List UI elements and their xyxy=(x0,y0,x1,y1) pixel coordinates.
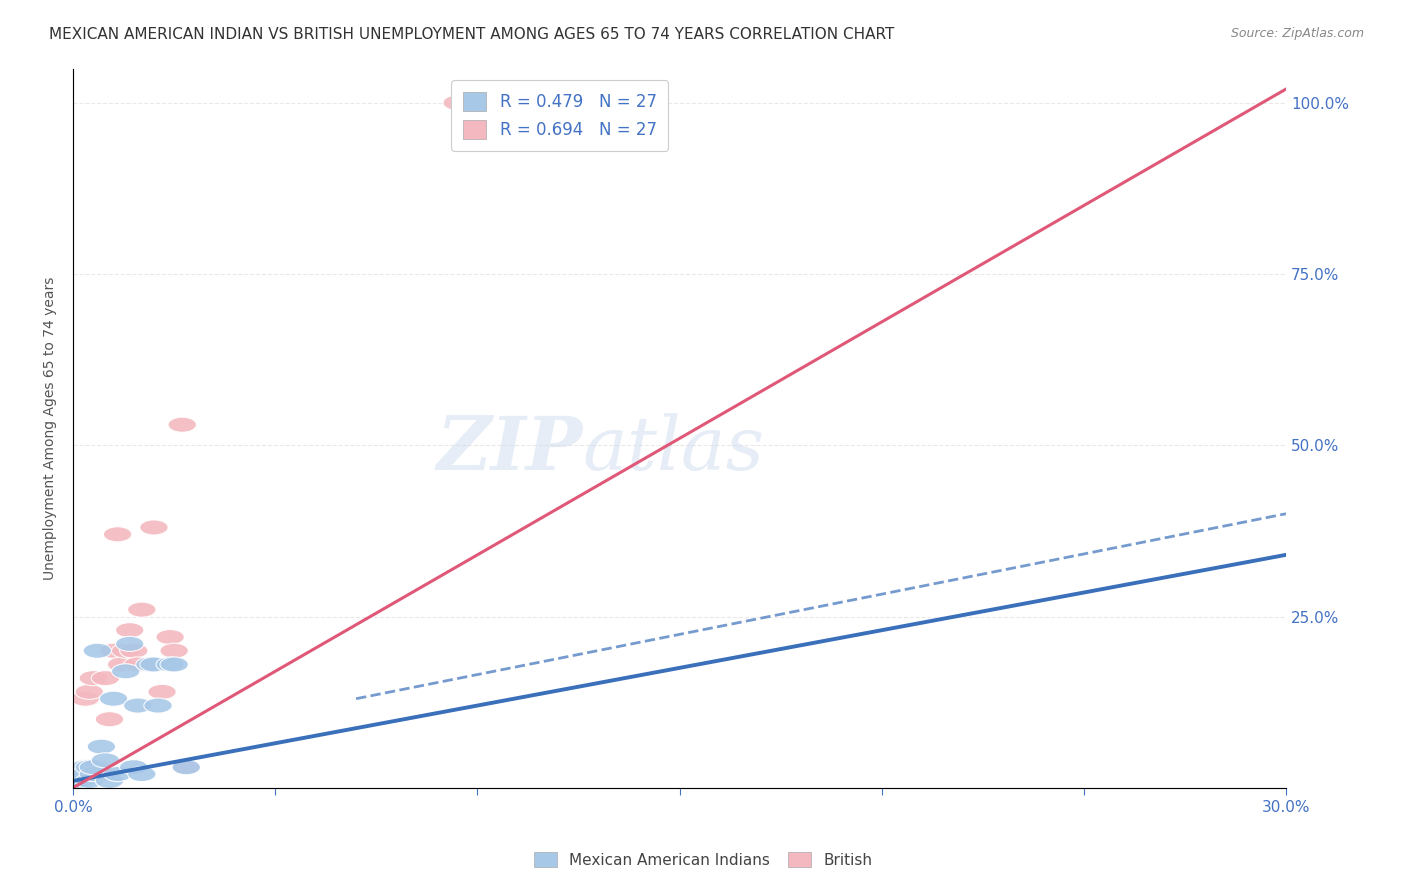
Ellipse shape xyxy=(75,773,104,789)
Ellipse shape xyxy=(96,773,124,789)
Ellipse shape xyxy=(67,773,96,789)
Ellipse shape xyxy=(139,520,169,535)
Ellipse shape xyxy=(120,643,148,658)
Ellipse shape xyxy=(67,773,96,789)
Text: Source: ZipAtlas.com: Source: ZipAtlas.com xyxy=(1230,27,1364,40)
Y-axis label: Unemployment Among Ages 65 to 74 years: Unemployment Among Ages 65 to 74 years xyxy=(44,277,58,580)
Ellipse shape xyxy=(160,657,188,672)
Ellipse shape xyxy=(169,417,197,433)
Ellipse shape xyxy=(156,630,184,645)
Ellipse shape xyxy=(115,636,143,651)
Ellipse shape xyxy=(124,657,152,672)
Text: atlas: atlas xyxy=(582,414,765,486)
Ellipse shape xyxy=(87,766,115,781)
Ellipse shape xyxy=(67,766,96,781)
Ellipse shape xyxy=(83,643,111,658)
Ellipse shape xyxy=(79,766,107,781)
Ellipse shape xyxy=(107,657,136,672)
Legend: R = 0.479   N = 27, R = 0.694   N = 27: R = 0.479 N = 27, R = 0.694 N = 27 xyxy=(451,80,668,151)
Ellipse shape xyxy=(91,753,120,768)
Ellipse shape xyxy=(100,691,128,706)
Ellipse shape xyxy=(128,766,156,781)
Ellipse shape xyxy=(443,95,471,111)
Ellipse shape xyxy=(72,760,100,775)
Ellipse shape xyxy=(136,657,165,672)
Ellipse shape xyxy=(83,760,111,775)
Ellipse shape xyxy=(75,760,104,775)
Ellipse shape xyxy=(172,760,201,775)
Ellipse shape xyxy=(63,766,91,781)
Ellipse shape xyxy=(91,671,120,686)
Legend: Mexican American Indians, British: Mexican American Indians, British xyxy=(527,846,879,873)
Ellipse shape xyxy=(115,623,143,638)
Ellipse shape xyxy=(63,773,91,789)
Ellipse shape xyxy=(79,760,107,775)
Ellipse shape xyxy=(67,766,96,781)
Text: MEXICAN AMERICAN INDIAN VS BRITISH UNEMPLOYMENT AMONG AGES 65 TO 74 YEARS CORREL: MEXICAN AMERICAN INDIAN VS BRITISH UNEMP… xyxy=(49,27,894,42)
Ellipse shape xyxy=(104,766,132,781)
Ellipse shape xyxy=(100,643,128,658)
Ellipse shape xyxy=(111,643,139,658)
Ellipse shape xyxy=(148,684,176,699)
Ellipse shape xyxy=(72,691,100,706)
Ellipse shape xyxy=(172,760,201,775)
Text: ZIP: ZIP xyxy=(436,414,582,486)
Ellipse shape xyxy=(63,766,91,781)
Ellipse shape xyxy=(128,602,156,617)
Ellipse shape xyxy=(160,643,188,658)
Ellipse shape xyxy=(87,739,115,755)
Ellipse shape xyxy=(79,671,107,686)
Ellipse shape xyxy=(156,657,184,672)
Ellipse shape xyxy=(72,766,100,781)
Ellipse shape xyxy=(104,527,132,541)
Ellipse shape xyxy=(120,760,148,775)
Ellipse shape xyxy=(139,657,169,672)
Ellipse shape xyxy=(143,698,172,713)
Ellipse shape xyxy=(63,773,91,789)
Ellipse shape xyxy=(124,698,152,713)
Ellipse shape xyxy=(96,712,124,727)
Ellipse shape xyxy=(75,684,104,699)
Ellipse shape xyxy=(72,766,100,781)
Ellipse shape xyxy=(111,664,139,679)
